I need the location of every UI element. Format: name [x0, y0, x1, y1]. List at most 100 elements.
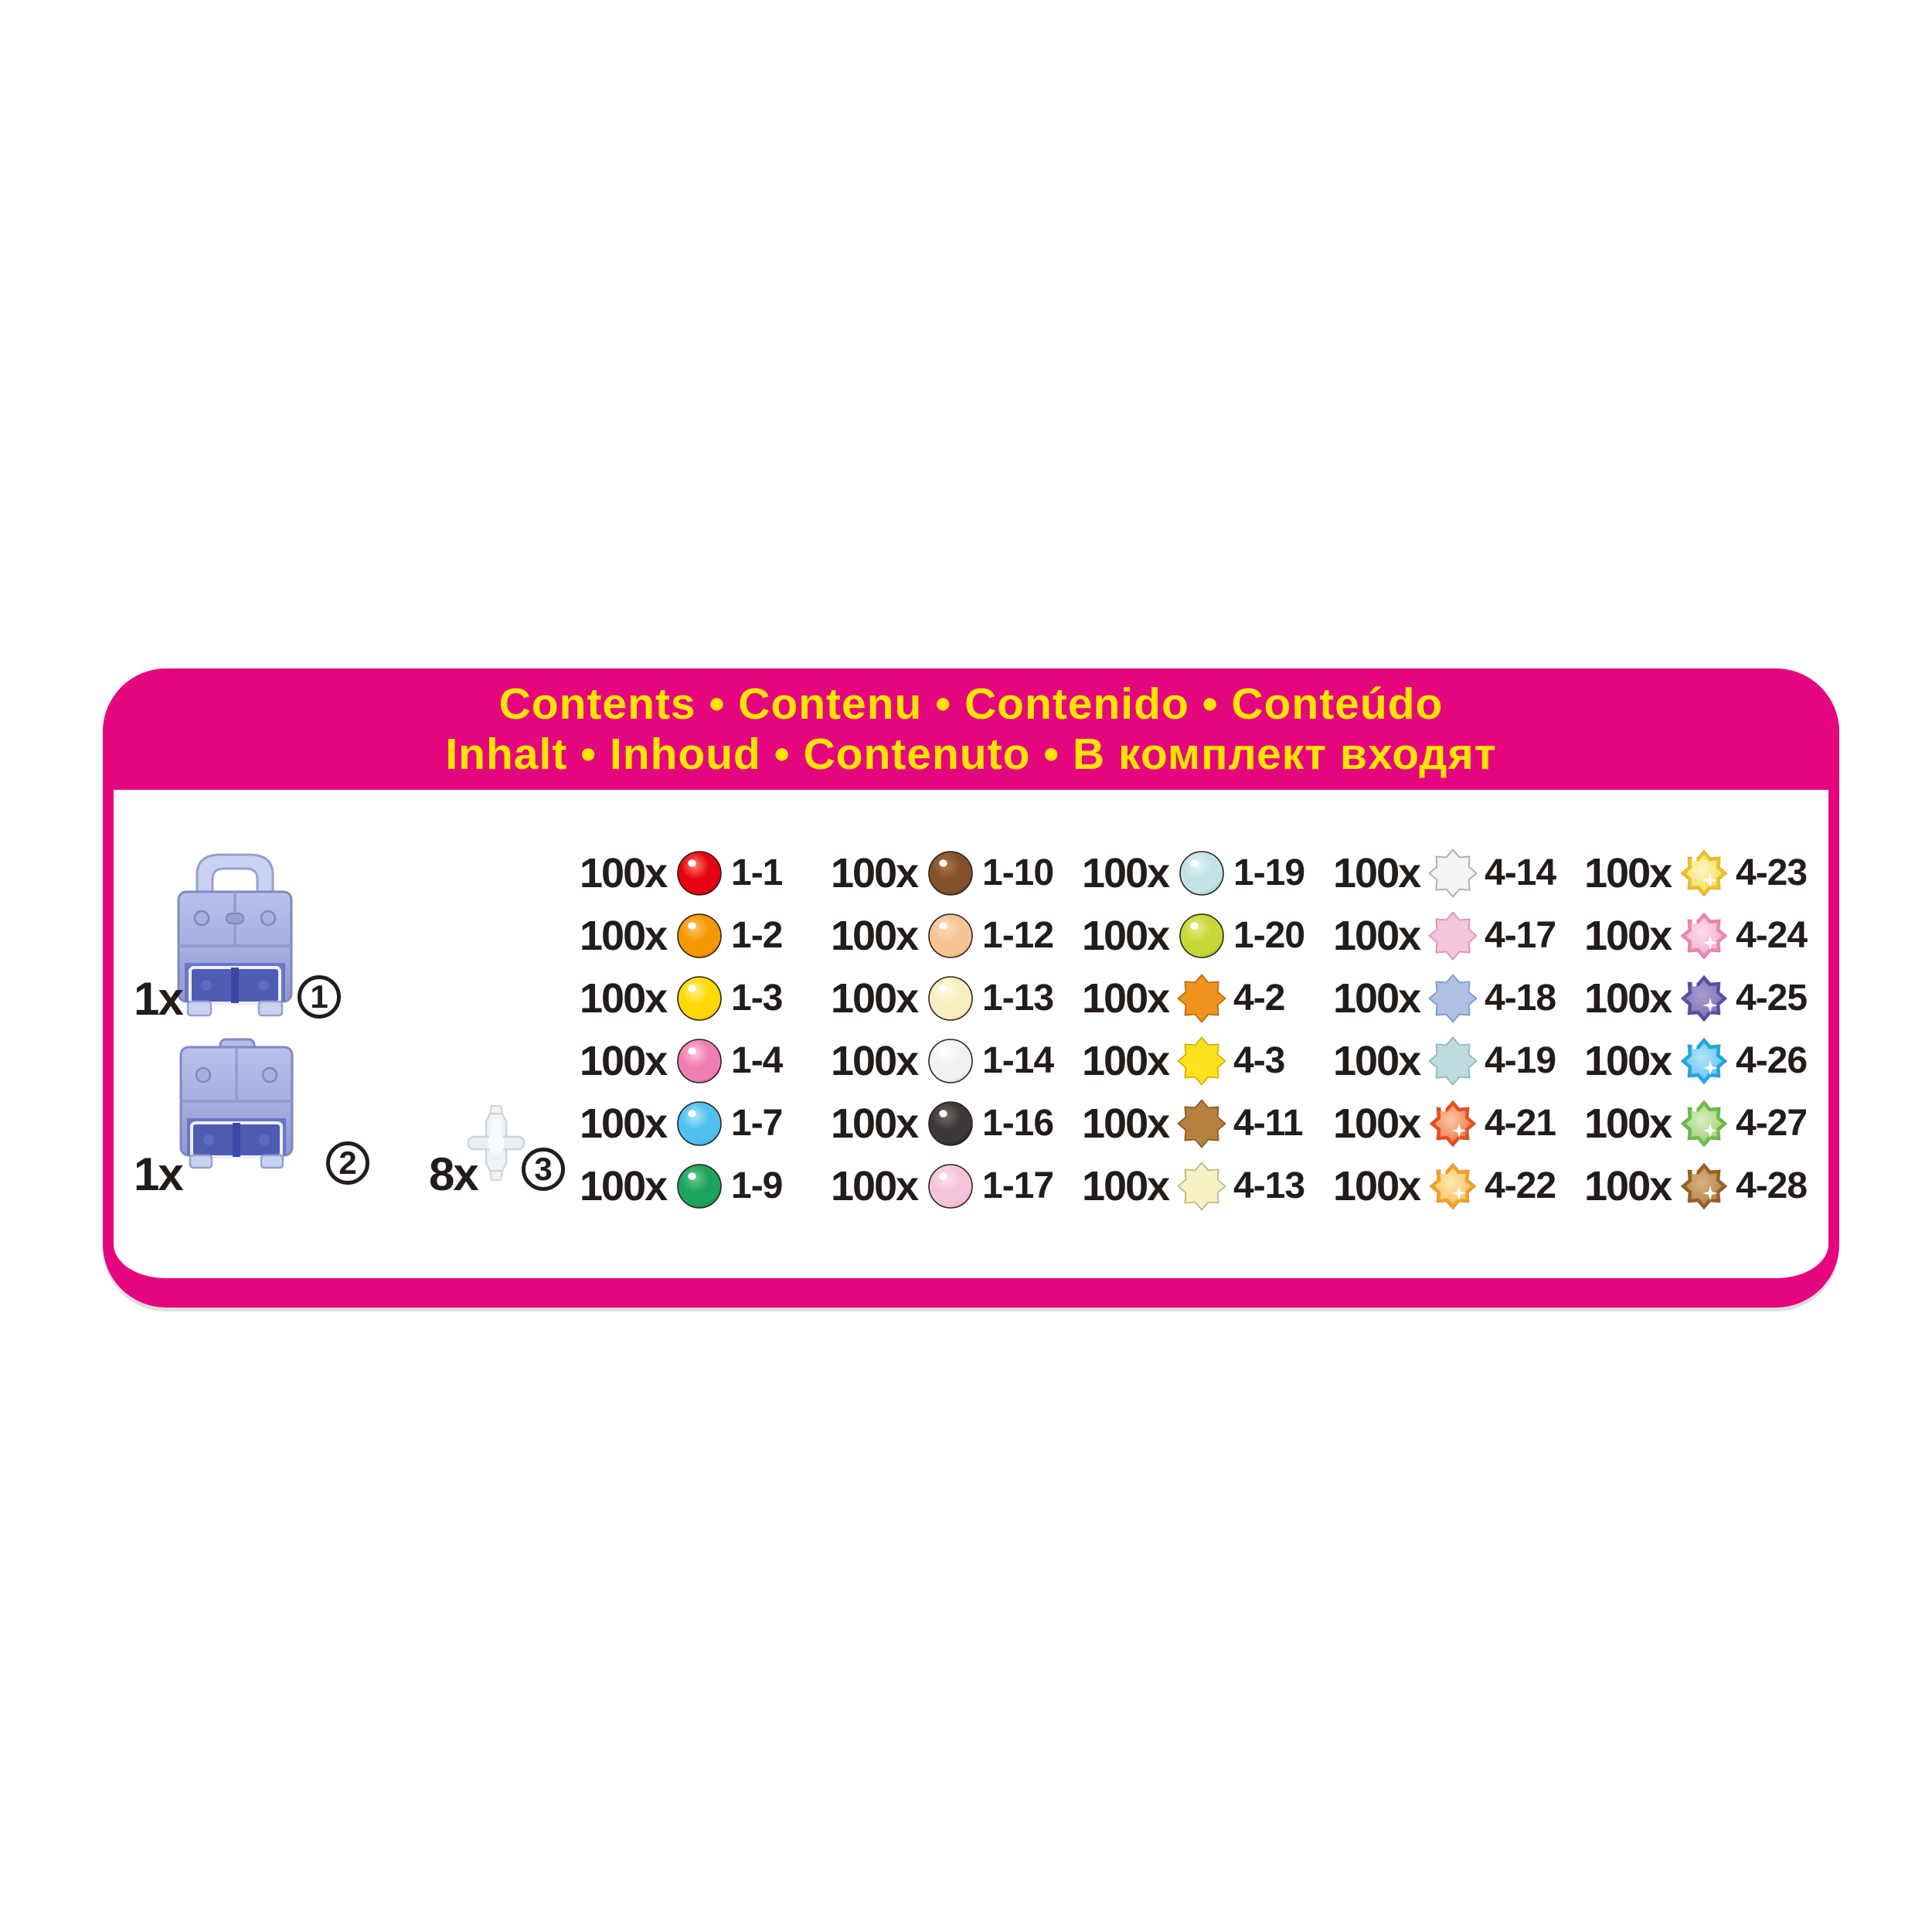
bead-entry-1-1: 100x 1-1	[580, 842, 783, 904]
jewel-bead-icon	[1679, 1098, 1730, 1149]
bead-code: 4-22	[1485, 1165, 1556, 1206]
bead-code: 4-2	[1233, 977, 1285, 1019]
bead-entry-4-22: 100x 4-22	[1333, 1155, 1556, 1217]
bead-code: 1-16	[982, 1102, 1054, 1144]
bead-column-4: 100x 4-14 100x 4-17 100x 4-18 100x 4-19 100x…	[1333, 842, 1556, 1217]
jewel-bead-icon	[1427, 1098, 1478, 1149]
header-line-2: Inhalt • Inhoud • Contenuto • В комплект…	[445, 729, 1497, 779]
bead-entry-1-3: 100x 1-3	[580, 967, 783, 1029]
bead-count: 100x	[1082, 1162, 1170, 1209]
connector-number-badge: 3	[522, 1148, 565, 1191]
bead-code: 1-12	[982, 914, 1054, 956]
jewel-bead-icon	[1679, 1161, 1730, 1212]
bead-entry-4-14: 100x 4-14	[1333, 842, 1556, 904]
case2-quantity: 1x	[134, 1148, 184, 1200]
round-bead-icon	[925, 1098, 976, 1149]
bead-count: 100x	[1333, 849, 1421, 896]
connector-peg-illustration	[467, 1105, 526, 1181]
bead-entry-4-18: 100x 4-18	[1333, 967, 1556, 1029]
panel-header: Contents • Contenu • Contenido • Conteúd…	[103, 668, 1839, 790]
bead-entry-1-19: 100x 1-19	[1082, 842, 1305, 904]
bead-count: 100x	[580, 1100, 668, 1147]
bead-count: 100x	[1082, 849, 1170, 896]
bead-column-3: 100x 1-19 100x 1-20 100x 4-2 100x 4-3 100x	[1082, 842, 1305, 1217]
bead-count: 100x	[1584, 849, 1672, 896]
contents-panel: Contents • Contenu • Contenido • Conteúd…	[103, 668, 1839, 1308]
round-bead-icon	[1176, 848, 1227, 899]
jewel-bead-icon	[1679, 910, 1730, 961]
case1-quantity: 1x	[134, 973, 184, 1025]
bead-count: 100x	[580, 849, 668, 896]
bead-count: 100x	[1082, 975, 1170, 1022]
bead-count: 100x	[1584, 1100, 1672, 1147]
round-bead-icon	[1176, 910, 1227, 961]
bead-code: 4-19	[1485, 1039, 1556, 1081]
bead-entry-4-3: 100x 4-3	[1082, 1029, 1304, 1092]
jewel-bead-icon	[1427, 1161, 1478, 1212]
bead-count: 100x	[831, 1100, 919, 1147]
bead-code: 1-19	[1233, 852, 1305, 893]
bead-code: 4-3	[1233, 1039, 1285, 1081]
connector-quantity: 8x	[429, 1148, 479, 1200]
bead-count: 100x	[1082, 912, 1170, 959]
bead-count: 100x	[1584, 1162, 1672, 1209]
bead-code: 4-28	[1736, 1165, 1808, 1206]
round-bead-icon	[674, 1098, 725, 1149]
bead-entry-1-17: 100x 1-17	[831, 1155, 1054, 1217]
jewel-bead-icon	[1679, 848, 1730, 899]
round-bead-icon	[674, 1161, 725, 1212]
bead-entry-4-26: 100x 4-26	[1584, 1029, 1808, 1092]
bead-entry-4-24: 100x 4-24	[1584, 904, 1808, 967]
jewel-bead-icon	[1679, 973, 1730, 1024]
bead-count: 100x	[580, 1037, 668, 1084]
bead-code: 1-10	[982, 852, 1054, 893]
bead-code: 1-9	[731, 1165, 783, 1206]
bead-count: 100x	[1333, 1037, 1421, 1084]
bead-entry-1-20: 100x 1-20	[1082, 904, 1305, 967]
jewel-bead-icon	[1679, 1036, 1730, 1087]
bead-entry-1-7: 100x 1-7	[580, 1092, 783, 1155]
bead-column-2: 100x 1-10 100x 1-12 100x	[831, 842, 1054, 1217]
bead-entry-1-13: 100x 1-13	[831, 967, 1054, 1029]
round-bead-icon	[674, 910, 725, 961]
bead-count: 100x	[831, 975, 919, 1022]
bead-entry-1-10: 100x 1-10	[831, 842, 1054, 904]
bead-code: 1-17	[982, 1165, 1054, 1206]
bead-code: 4-23	[1736, 852, 1808, 893]
bead-count: 100x	[1082, 1100, 1170, 1147]
bead-code: 1-20	[1233, 914, 1305, 956]
star-bead-icon	[1176, 1161, 1227, 1212]
bead-code: 4-27	[1736, 1102, 1808, 1144]
bead-column-5: 100x 4-23 100x 4-24 100x 4-25 100x	[1584, 842, 1808, 1217]
bead-count: 100x	[580, 912, 668, 959]
bead-entry-4-28: 100x 4-28	[1584, 1155, 1808, 1217]
bead-count: 100x	[831, 849, 919, 896]
round-bead-icon	[674, 1036, 725, 1087]
round-bead-icon	[925, 910, 976, 961]
bead-entry-1-16: 100x 1-16	[831, 1092, 1054, 1155]
bead-entry-4-17: 100x 4-17	[1333, 904, 1556, 967]
bead-count: 100x	[1333, 975, 1421, 1022]
bead-entry-4-11: 100x 4-11	[1082, 1092, 1304, 1155]
bead-code: 4-13	[1233, 1165, 1305, 1206]
bead-code: 1-7	[731, 1102, 783, 1144]
round-bead-icon	[925, 848, 976, 899]
bead-code: 4-24	[1736, 914, 1808, 956]
bead-code: 4-17	[1485, 914, 1556, 956]
bead-code: 1-13	[982, 977, 1054, 1019]
bead-entry-4-19: 100x 4-19	[1333, 1029, 1556, 1092]
bead-count: 100x	[831, 1037, 919, 1084]
bead-column-1: 100x 1-1 100x 1-2 100x	[580, 842, 783, 1217]
star-bead-icon	[1427, 848, 1478, 899]
bead-entry-1-12: 100x 1-12	[831, 904, 1054, 967]
bead-entry-1-14: 100x 1-14	[831, 1029, 1054, 1092]
bead-code: 4-25	[1736, 977, 1808, 1019]
bead-count: 100x	[1584, 975, 1672, 1022]
bead-entry-4-2: 100x 4-2	[1082, 967, 1304, 1029]
bead-code: 1-4	[731, 1039, 783, 1081]
bead-entry-4-13: 100x 4-13	[1082, 1155, 1305, 1217]
bead-entry-4-21: 100x 4-21	[1333, 1092, 1556, 1155]
round-bead-icon	[925, 1161, 976, 1212]
bead-count: 100x	[831, 1162, 919, 1209]
bead-code: 1-1	[731, 852, 783, 893]
